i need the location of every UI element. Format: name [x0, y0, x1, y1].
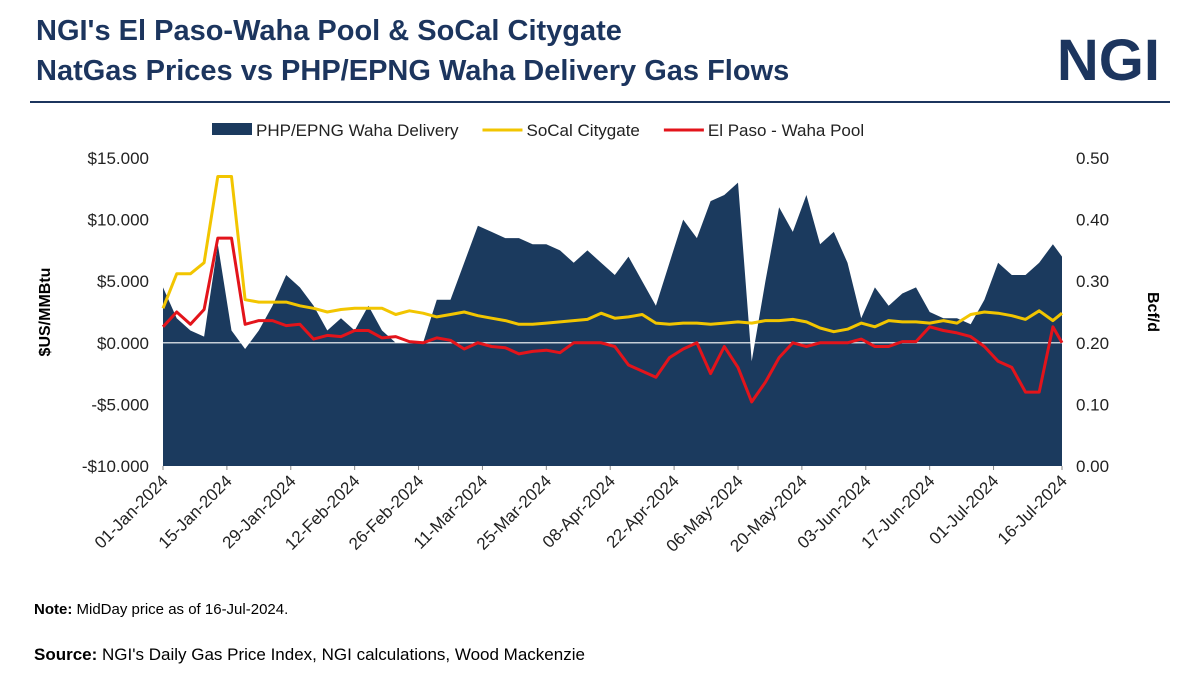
source-label: Source:: [34, 645, 97, 664]
y-tick-label: $10.000: [88, 211, 149, 230]
y-tick-label: $5.000: [97, 272, 149, 291]
logo: NGI: [1057, 28, 1160, 93]
line: [161, 236, 1064, 404]
y2-axis-title: Bcf/d: [1144, 292, 1161, 332]
source: Source: NGI's Daily Gas Price Index, NGI…: [34, 645, 585, 664]
chart-title: NGI's El Paso-Waha Pool & SoCal Citygate: [36, 15, 622, 47]
y-axis-title: $US/MMBtu: [37, 268, 54, 357]
legend-label: El Paso - Waha Pool: [708, 121, 864, 140]
y-tick-label: $15.000: [88, 149, 149, 168]
y2-tick-label: 0.20: [1076, 334, 1109, 353]
y2-tick-label: 0.00: [1076, 457, 1109, 476]
y-tick-label: -$10.000: [82, 457, 149, 476]
note-text: MidDay price as of 16-Jul-2024.: [77, 601, 289, 618]
legend-label: SoCal Citygate: [526, 121, 639, 140]
y2-tick-label: 0.10: [1076, 395, 1109, 414]
note-label: Note:: [34, 601, 72, 618]
y2-tick-label: 0.50: [1076, 149, 1109, 168]
line: [161, 175, 1063, 334]
y2-tick-label: 0.40: [1076, 211, 1109, 230]
note: Note: MidDay price as of 16-Jul-2024.: [34, 601, 288, 618]
y-tick-label: -$5.000: [91, 395, 149, 414]
legend-swatch: [212, 123, 252, 135]
legend-label: PHP/EPNG Waha Delivery: [256, 121, 459, 140]
y2-tick-label: 0.30: [1076, 272, 1109, 291]
area: [163, 182, 1062, 466]
y-tick-label: $0.000: [97, 334, 149, 353]
source-text: NGI's Daily Gas Price Index, NGI calcula…: [102, 645, 585, 664]
chart-title: NatGas Prices vs PHP/EPNG Waha Delivery …: [36, 55, 789, 87]
